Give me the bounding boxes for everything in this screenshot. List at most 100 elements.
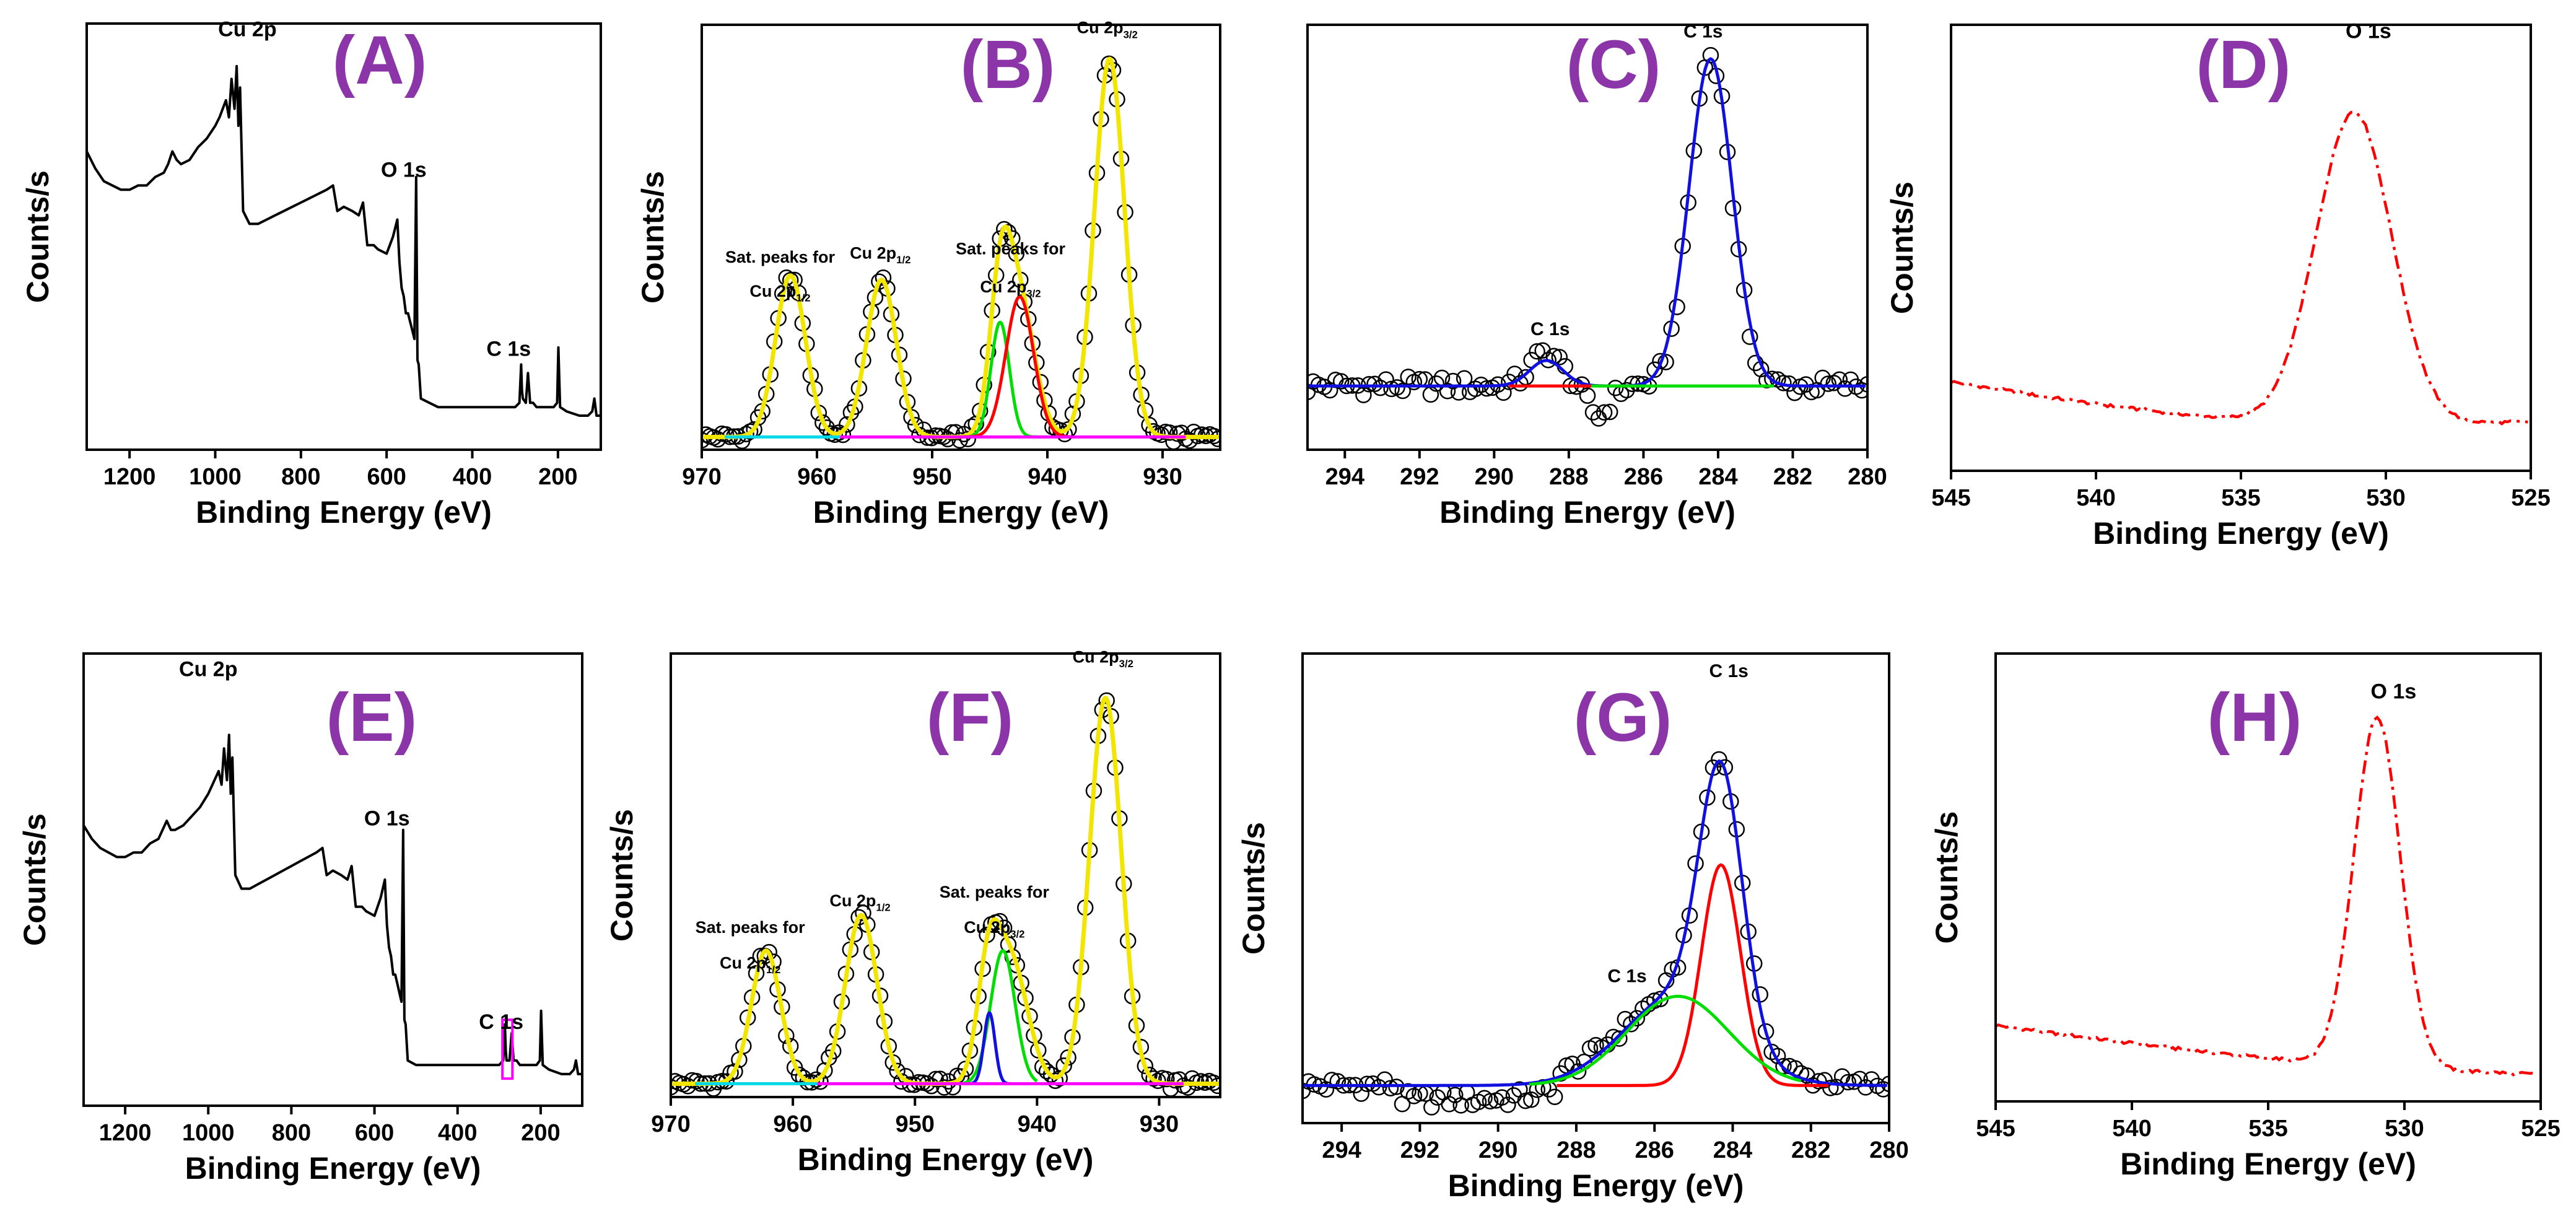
data-point xyxy=(717,426,735,443)
x-tick-label: 1200 xyxy=(103,464,156,490)
peak-annotation: Cu 2p3/2 xyxy=(1077,19,1138,41)
data-point xyxy=(782,272,799,289)
x-tick-label: 284 xyxy=(1698,464,1737,490)
data-point xyxy=(1623,1016,1639,1033)
series-G-component-2 xyxy=(1529,994,1802,1086)
x-tick-label: 960 xyxy=(773,1111,812,1137)
plot-area-H xyxy=(1996,715,2539,1077)
data-point xyxy=(1137,1057,1154,1075)
x-axis-label: Binding Energy (eV) xyxy=(1448,1168,1744,1203)
x-tick-label: 525 xyxy=(2521,1116,2560,1142)
data-point xyxy=(839,416,855,433)
data-point xyxy=(1482,1093,1499,1110)
x-tick-label: 530 xyxy=(2366,485,2405,511)
series-H-O-1s-spectrum xyxy=(1996,715,2539,1077)
x-tick-label: 545 xyxy=(1931,485,1970,511)
peak-annotation: Sat. peaks for xyxy=(940,883,1050,901)
x-tick-label: 280 xyxy=(1848,464,1887,490)
peak-annotation: C 1s xyxy=(1530,319,1570,339)
x-tick-label: 1000 xyxy=(189,464,242,490)
x-tick-label: 200 xyxy=(521,1120,560,1146)
series-G-fit xyxy=(1303,759,1887,1087)
series-C-fit xyxy=(1308,57,1866,388)
data-point xyxy=(1317,1081,1335,1098)
x-tick-label: 950 xyxy=(896,1111,935,1137)
panel-letter-A: (A) xyxy=(333,22,427,98)
data-point xyxy=(1646,361,1663,378)
peak-annotation: O 1s xyxy=(381,159,427,182)
peak-annotation: C 1s xyxy=(479,1010,523,1034)
data-point xyxy=(1840,1074,1856,1091)
x-axis-label: Binding Energy (eV) xyxy=(2120,1147,2416,1181)
series-B-satellite-component-2 xyxy=(954,295,1072,439)
data-point xyxy=(1467,380,1484,398)
panel-C: 294 292 290 288 286 284 282 280 Binding Energy (… xyxy=(1306,22,1887,530)
data-point xyxy=(1875,1081,1889,1098)
x-tick-label: 930 xyxy=(1140,1111,1179,1137)
data-point xyxy=(1617,1010,1634,1028)
data-point xyxy=(1628,1010,1646,1027)
x-tick-label: 1000 xyxy=(182,1120,235,1146)
data-point xyxy=(738,426,754,442)
data-point xyxy=(959,431,976,448)
plot-area-F xyxy=(671,692,1220,1097)
x-tick-label: 600 xyxy=(355,1120,394,1146)
data-point xyxy=(927,1070,944,1088)
data-point xyxy=(1596,404,1613,421)
peak-annotation: C 1s xyxy=(1607,966,1646,987)
data-point xyxy=(1372,379,1389,396)
data-point xyxy=(1611,1030,1628,1047)
data-point xyxy=(1828,1078,1845,1096)
panel-E: 1200 1000 800 600 400 200 Binding Energy (eV) C… xyxy=(17,652,583,1186)
data-point xyxy=(1185,423,1202,440)
y-axis-label: Counts/s xyxy=(20,170,55,303)
x-tick-label: 292 xyxy=(1400,1137,1439,1163)
x-tick-label: 280 xyxy=(1869,1137,1908,1163)
data-point xyxy=(1529,343,1545,360)
data-point xyxy=(945,1078,961,1096)
panel-letter-H: (H) xyxy=(2207,680,2302,756)
data-point xyxy=(1517,1092,1534,1109)
x-axis-label: Binding Energy (eV) xyxy=(798,1142,1094,1177)
data-point xyxy=(932,1070,948,1087)
data-point xyxy=(1382,1080,1399,1096)
plot-frame-G xyxy=(1301,652,1890,1124)
peak-annotation: Cu 2p xyxy=(218,18,276,42)
series-C-experimental xyxy=(1308,46,1867,427)
data-point xyxy=(1400,369,1417,385)
x-tick-label: 294 xyxy=(1325,464,1364,490)
data-point xyxy=(1820,375,1836,392)
data-point xyxy=(1428,375,1445,392)
plot-area-D xyxy=(1951,110,2528,426)
x-tick-label: 600 xyxy=(367,464,406,490)
data-point xyxy=(1179,1079,1197,1096)
y-axis-label: Counts/s xyxy=(17,813,52,946)
peak-annotation: Sat. peaks for xyxy=(725,248,836,266)
x-tick-label: 288 xyxy=(1549,464,1588,490)
plot-frame-E xyxy=(82,652,583,1107)
peak-annotation: Cu 2p3/2 xyxy=(964,918,1024,940)
series-A-survey xyxy=(87,64,601,417)
x-tick-label: 1200 xyxy=(99,1120,152,1146)
peak-annotation: O 1s xyxy=(2346,20,2391,43)
x-tick-label: 960 xyxy=(797,464,836,490)
data-point xyxy=(1441,1096,1457,1113)
peak-annotation: Cu 2p xyxy=(179,658,237,681)
data-point xyxy=(1584,404,1602,421)
data-point xyxy=(1607,380,1624,396)
data-point xyxy=(679,1078,696,1095)
x-tick-label: 282 xyxy=(1773,464,1812,490)
panel-letter-B: (B) xyxy=(961,27,1055,103)
data-point xyxy=(1150,1072,1166,1090)
data-point xyxy=(1757,1023,1775,1040)
series-G-component-1 xyxy=(1557,863,1829,1087)
x-tick-label: 800 xyxy=(281,464,320,490)
data-point xyxy=(1859,376,1867,393)
highlight-box-c1s xyxy=(501,1018,514,1080)
x-axis-label: Binding Energy (eV) xyxy=(185,1151,481,1186)
y-axis-label: Counts/s xyxy=(1929,811,1964,944)
data-point xyxy=(889,1062,906,1080)
y-axis-label: Counts/s xyxy=(1236,822,1271,955)
x-axis-label: Binding Energy (eV) xyxy=(813,495,1109,530)
data-point xyxy=(714,1072,731,1090)
